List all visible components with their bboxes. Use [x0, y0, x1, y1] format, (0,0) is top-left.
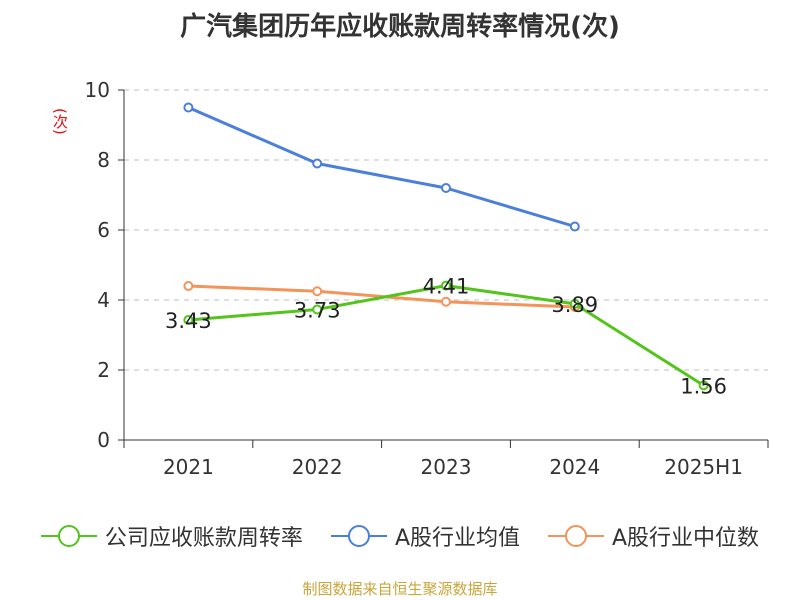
- legend-marker-company: [40, 525, 97, 547]
- data-point: [183, 314, 194, 325]
- y-tick-label: 4: [97, 288, 110, 312]
- legend: 公司应收账款周转率 A股行业均值 A股行业中位数: [0, 520, 800, 552]
- data-point: [569, 298, 580, 309]
- data-point: [183, 281, 194, 291]
- legend-marker-industry-mean: [330, 525, 387, 547]
- data-point: [569, 221, 580, 232]
- y-tick-label: 0: [97, 428, 110, 452]
- chart-title: 广汽集团历年应收账款周转率情况(次): [180, 12, 620, 42]
- legend-item-industry-mean[interactable]: A股行业均值: [330, 520, 520, 552]
- legend-label-industry-mean: A股行业均值: [394, 526, 520, 551]
- legend-item-industry-median[interactable]: A股行业中位数: [548, 520, 759, 552]
- x-tick-label: 2022: [292, 455, 343, 479]
- x-tick-label: 2023: [421, 455, 472, 479]
- data-point: [441, 296, 451, 307]
- data-source-note: 制图数据来自恒生聚源数据库: [302, 580, 498, 598]
- y-tick-label: 6: [97, 218, 110, 242]
- data-label: 3.43: [165, 309, 212, 333]
- x-tick-label: 2025H1: [664, 455, 743, 479]
- data-label: 3.89: [551, 293, 598, 317]
- data-point: [441, 280, 451, 291]
- series-line-1: [187, 106, 576, 228]
- data-point: [312, 158, 323, 169]
- y-tick-label: 8: [97, 148, 110, 172]
- y-tick-label: 2: [97, 358, 110, 382]
- x-tick-label: 2024: [549, 455, 600, 479]
- y-tick-label: 10: [85, 78, 110, 102]
- data-label: 4.41: [423, 275, 470, 299]
- data-point: [698, 380, 709, 391]
- legend-marker-industry-median: [548, 525, 604, 547]
- y-axis-unit: (次): [51, 108, 69, 135]
- data-label: 1.56: [680, 374, 727, 398]
- data-point: [183, 102, 194, 113]
- legend-item-company[interactable]: 公司应收账款周转率: [40, 520, 303, 552]
- data-point: [312, 286, 323, 297]
- data-point: [441, 183, 451, 193]
- data-label: 3.73: [294, 298, 341, 322]
- legend-label-company: 公司应收账款周转率: [104, 526, 303, 551]
- legend-label-industry-median: A股行业中位数: [612, 526, 760, 551]
- x-tick-label: 2021: [163, 455, 214, 479]
- data-point: [312, 304, 323, 315]
